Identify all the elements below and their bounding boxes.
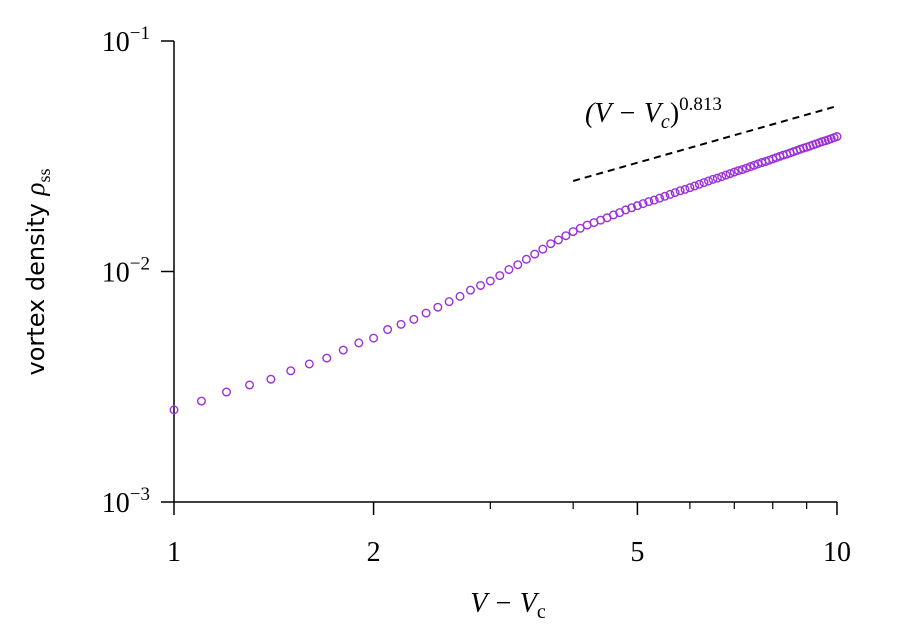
fit-exponent: 0.813 — [679, 94, 722, 115]
x-label-base: V − V — [470, 588, 539, 619]
data-point — [530, 249, 540, 259]
data-point — [733, 166, 743, 176]
data-point — [670, 188, 680, 198]
data-point — [476, 280, 486, 290]
data-point — [444, 297, 454, 307]
data-point — [712, 173, 722, 183]
y-tick-exponent: −1 — [130, 23, 150, 44]
data-point — [644, 197, 654, 207]
data-point — [685, 183, 695, 193]
data-point — [721, 170, 731, 180]
data-point — [369, 333, 379, 343]
data-point — [546, 239, 556, 249]
y-tick-label: 10−3 — [102, 484, 150, 519]
data-point — [322, 353, 332, 363]
y-tick-label: 10−1 — [102, 23, 150, 58]
data-point — [660, 191, 670, 201]
x-label-sub: c — [537, 601, 546, 623]
x-tick-label: 5 — [630, 537, 644, 568]
data-point — [649, 195, 659, 205]
data-point — [455, 291, 465, 301]
fit-label: (V − Vc)0.813 — [585, 94, 722, 133]
data-point — [699, 178, 709, 188]
data-point — [741, 163, 751, 173]
data-point — [832, 132, 842, 142]
x-axis-label: V − Vc — [470, 588, 546, 623]
data-point — [304, 359, 314, 369]
data-point — [354, 338, 364, 348]
data-point — [708, 174, 718, 184]
data-point — [717, 172, 727, 182]
fit-label-sub: c — [661, 111, 670, 133]
data-point — [665, 189, 675, 199]
data-point — [396, 319, 406, 329]
data-point — [513, 260, 523, 270]
y-tick-label: 10−2 — [102, 254, 150, 289]
x-tick-label: 1 — [167, 537, 181, 568]
data-point — [745, 162, 755, 172]
data-point — [568, 227, 578, 237]
fit-label-close: ) — [670, 98, 679, 129]
data-point — [694, 179, 704, 189]
data-point — [725, 169, 735, 179]
y-tick-base: 10 — [102, 488, 130, 519]
y-label-text: vortex density — [22, 196, 50, 376]
data-point — [690, 181, 700, 191]
data-point — [383, 325, 393, 335]
y-axis-label: vortex density ρss — [20, 169, 54, 376]
y-label-sub: ss — [34, 169, 54, 183]
data-point — [465, 285, 475, 295]
data-point — [266, 374, 276, 384]
data-point — [675, 186, 685, 196]
data-point — [433, 302, 443, 312]
data-point — [409, 314, 419, 324]
data-point — [196, 396, 206, 406]
data-point — [421, 308, 431, 318]
y-tick-base: 10 — [102, 258, 130, 289]
fit-line — [572, 105, 838, 182]
fit-label-open: (V − V — [585, 98, 664, 129]
data-point — [632, 201, 642, 211]
data-point — [638, 199, 648, 209]
data-point — [737, 165, 747, 175]
data-point — [680, 184, 690, 194]
data-point — [621, 205, 631, 215]
data-point — [495, 271, 505, 281]
data-point — [561, 231, 571, 241]
data-point — [553, 235, 563, 245]
data-point — [749, 160, 759, 170]
data-point — [627, 203, 637, 213]
data-point — [169, 405, 179, 415]
data-point — [286, 366, 296, 376]
data-point — [729, 167, 739, 177]
data-point — [608, 210, 618, 220]
y-tick-base: 10 — [102, 27, 130, 58]
data-point — [245, 380, 255, 390]
data-point — [538, 244, 548, 254]
data-point — [504, 265, 514, 275]
data-point — [703, 176, 713, 186]
data-point — [521, 254, 531, 264]
data-point — [655, 193, 665, 203]
data-point — [221, 387, 231, 397]
data-point — [485, 276, 495, 286]
x-tick-label: 10 — [823, 537, 851, 568]
x-tick-label: 2 — [367, 537, 381, 568]
data-point — [338, 345, 348, 355]
y-tick-exponent: −2 — [130, 254, 150, 275]
y-tick-exponent: −3 — [130, 484, 150, 505]
y-label-symbol: ρ — [20, 183, 50, 197]
